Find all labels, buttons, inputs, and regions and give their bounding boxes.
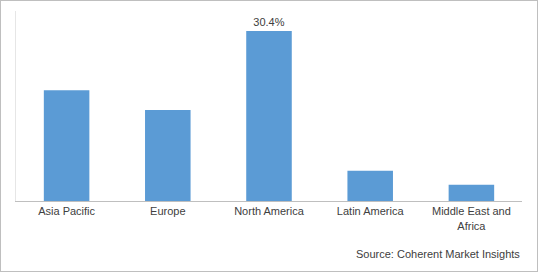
svg-text:Asia Pacific: Asia Pacific — [38, 205, 95, 217]
svg-text:30.4%: 30.4% — [253, 16, 284, 28]
svg-text:Europe: Europe — [150, 205, 185, 217]
svg-text:Source: Coherent Market Insigh: Source: Coherent Market Insights — [356, 248, 520, 260]
svg-text:Middle East andAfrica: Middle East andAfrica — [432, 205, 511, 231]
svg-text:Latin America: Latin America — [337, 205, 405, 217]
svg-text:North America: North America — [234, 205, 305, 217]
